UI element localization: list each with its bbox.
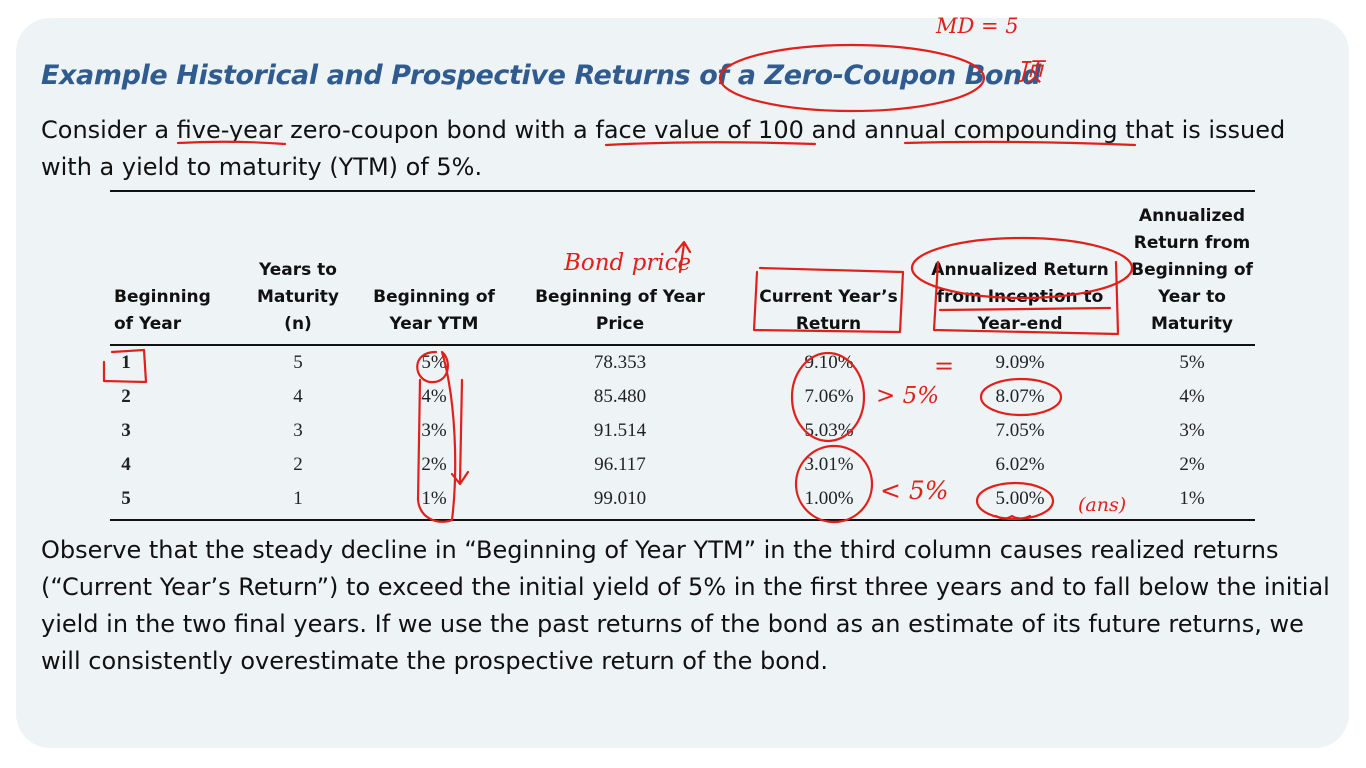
cell-ytm: 4% xyxy=(421,386,447,407)
cell-year: 3 xyxy=(121,420,131,441)
table-top-rule xyxy=(110,190,1255,192)
returns-table: Beginning of Year Years to Maturity (n) … xyxy=(110,190,1255,522)
cell-ytm: 1% xyxy=(421,488,447,509)
cell-annualized-inception: 5.00% xyxy=(995,488,1045,509)
header-years-to-maturity: Years to Maturity (n) xyxy=(256,260,340,334)
cell-years-to-maturity: 3 xyxy=(293,420,303,441)
intro-paragraph: Consider a five-year zero-coupon bond wi… xyxy=(41,116,1286,181)
cell-annualized-maturity: 2% xyxy=(1179,454,1205,475)
cell-annualized-inception: 8.07% xyxy=(995,386,1045,407)
header-beginning-of-year-price: Beginning of Year Price xyxy=(535,287,705,334)
header-current-years-return: Current Year’s Return xyxy=(759,287,898,334)
table-header-rule xyxy=(110,344,1255,346)
cell-year: 5 xyxy=(121,488,131,509)
cell-price: 99.010 xyxy=(593,488,647,509)
slide-background xyxy=(16,18,1349,748)
conclusion-paragraph: Observe that the steady decline in “Begi… xyxy=(41,536,1330,675)
cell-years-to-maturity: 2 xyxy=(293,454,303,475)
header-beginning-of-year: Beginning of Year xyxy=(114,287,211,334)
cell-ytm: 2% xyxy=(421,454,447,475)
cell-annualized-inception: 7.05% xyxy=(995,420,1045,441)
cell-current-return: 7.06% xyxy=(804,386,854,407)
cell-annualized-inception: 9.09% xyxy=(995,352,1045,373)
cell-annualized-inception: 6.02% xyxy=(995,454,1045,475)
cell-years-to-maturity: 4 xyxy=(293,386,303,407)
cell-annualized-maturity: 1% xyxy=(1179,488,1205,509)
cell-current-return: 3.01% xyxy=(804,454,854,475)
cell-price: 78.353 xyxy=(593,352,647,373)
cell-annualized-maturity: 3% xyxy=(1179,420,1205,441)
header-annualized-return-to-maturity: Annualized Return from Beginning of Year… xyxy=(1131,206,1253,334)
cell-ytm: 5% xyxy=(421,352,447,373)
cell-price: 85.480 xyxy=(593,386,647,407)
slide-title: Example Historical and Prospective Retur… xyxy=(41,60,1041,91)
cell-years-to-maturity: 1 xyxy=(293,488,303,509)
cell-current-return: 9.10% xyxy=(804,352,854,373)
cell-current-return: 1.00% xyxy=(804,488,854,509)
header-annualized-return-inception: Annualized Return from Inception to Year… xyxy=(931,260,1109,334)
cell-annualized-maturity: 5% xyxy=(1179,352,1205,373)
cell-annualized-maturity: 4% xyxy=(1179,386,1205,407)
header-beginning-of-year-ytm: Beginning of Year YTM xyxy=(373,287,495,334)
table-bottom-rule xyxy=(110,519,1255,521)
cell-price: 96.117 xyxy=(594,454,646,475)
cell-year: 1 xyxy=(121,352,131,373)
cell-year: 4 xyxy=(121,454,131,475)
cell-price: 91.514 xyxy=(593,420,647,441)
cell-years-to-maturity: 5 xyxy=(293,352,303,373)
cell-ytm: 3% xyxy=(421,420,447,441)
cell-current-return: 5.03% xyxy=(804,420,854,441)
cell-year: 2 xyxy=(121,386,131,407)
